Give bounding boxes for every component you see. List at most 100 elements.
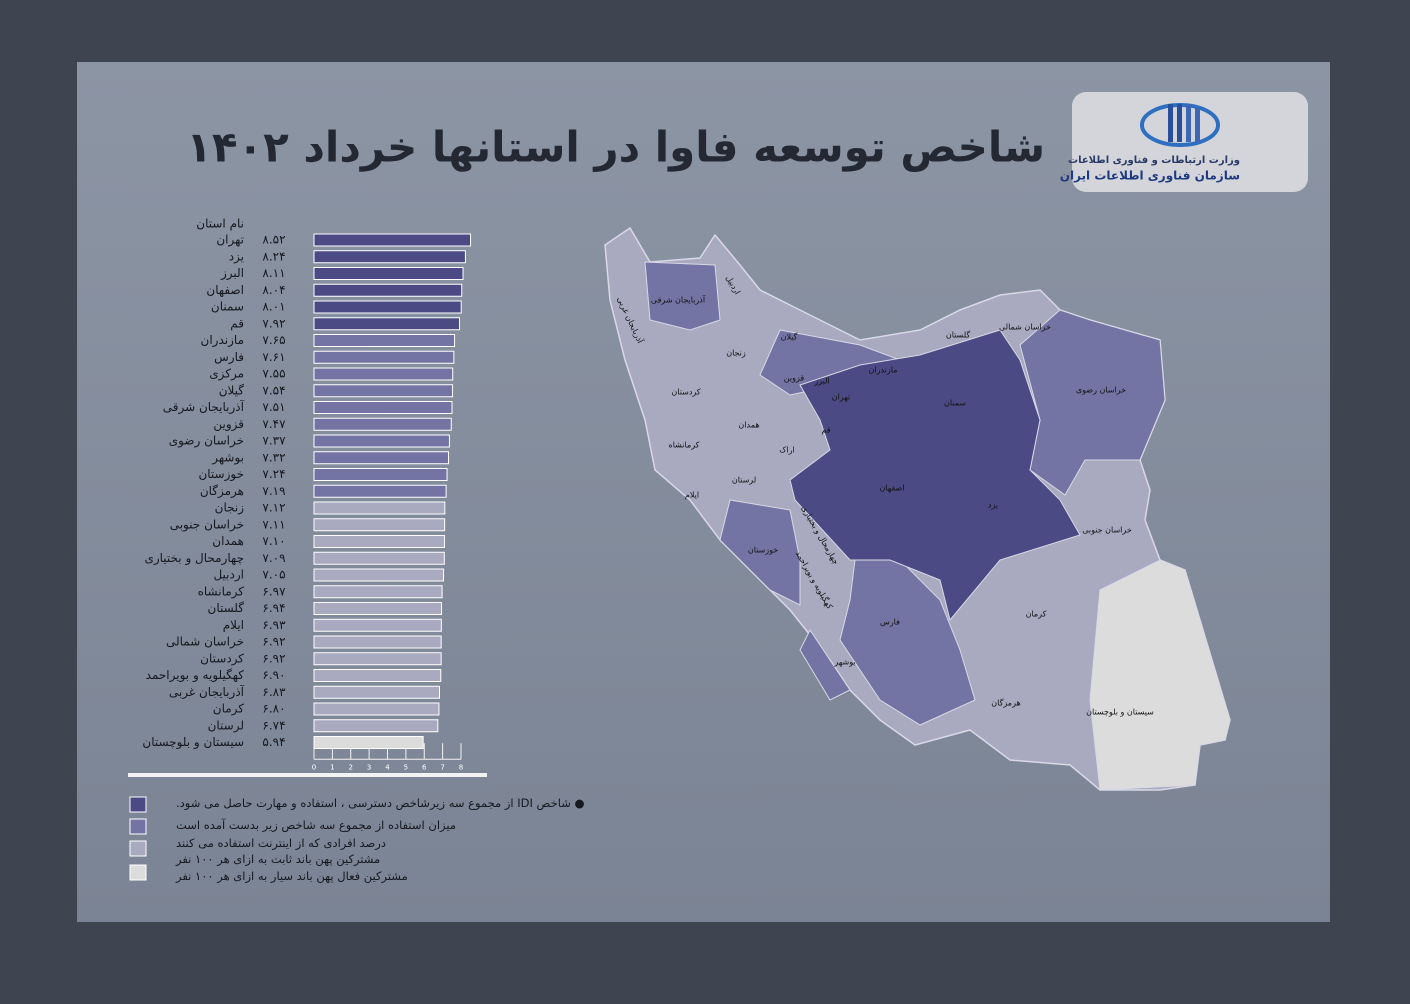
value-label: ۷.۰۹ [262, 551, 285, 565]
map-label: هرمزگان [991, 698, 1020, 708]
map-label: آذربایجان شرقی [651, 295, 706, 305]
legend-note: درصد افرادی که از اینترنت استفاده می کنن… [176, 836, 386, 850]
category-label: آذربایجان شرقی [163, 399, 245, 415]
value-label: ۸.۰۴ [262, 283, 285, 297]
province [1089, 559, 1231, 791]
map-label: خوزستان [748, 546, 778, 555]
province [839, 559, 976, 726]
map-label: کرمانشاه [669, 441, 700, 450]
legend-note: مشترکین پهن باند ثابت به ازای هر ۱۰۰ نفر [176, 852, 381, 866]
category-label: سمنان [211, 300, 244, 314]
bar [313, 652, 442, 666]
value-label: ۸.۱۱ [262, 266, 285, 280]
category-label: ایلام [223, 618, 244, 632]
value-label: ۶.۹۲ [262, 635, 285, 649]
bar [313, 535, 445, 548]
map-label: همدان [738, 421, 759, 430]
category-label: گیلان [219, 383, 245, 397]
legend-swatch [129, 840, 147, 857]
category-label: خوزستان [198, 467, 244, 482]
bar [313, 719, 439, 733]
value-label: ۶.۹۳ [262, 618, 286, 632]
province [719, 499, 801, 606]
category-label: آذربایجان غربی [169, 684, 245, 700]
value-label: ۷.۰۵ [262, 568, 285, 582]
legend-swatch [129, 864, 147, 881]
map-label: فارس [880, 618, 900, 627]
category-label: بوشهر [211, 450, 244, 465]
value-label: ۷.۹۲ [262, 316, 285, 330]
map-label: اصفهان [879, 484, 904, 493]
value-label: ۷.۱۰ [262, 534, 285, 548]
bar [313, 267, 464, 280]
value-label: ۷.۵۵ [262, 367, 285, 381]
category-label: کهگیلویه و بویراحمد [146, 668, 245, 683]
category-label: اصفهان [206, 283, 244, 297]
category-label: کرمانشاه [198, 584, 245, 599]
bar [313, 685, 441, 699]
value-label: ۸.۰۱ [262, 300, 285, 314]
legend-note: مشترکین فعال پهن باند سیار به ازای هر ۱۰… [176, 869, 408, 883]
bar [313, 417, 452, 431]
bar [313, 384, 454, 398]
x-tick-label: 6 [422, 763, 427, 771]
bar [313, 501, 446, 515]
x-tick-label: 3 [367, 763, 371, 771]
value-label: ۷.۴۷ [262, 417, 286, 431]
bar [313, 585, 443, 599]
category-label: کرمان [213, 702, 245, 717]
bar [313, 702, 440, 716]
value-label: ۶.۹۲ [262, 651, 285, 665]
value-label: ۷.۱۱ [262, 517, 285, 531]
category-label: کردستان [200, 651, 244, 666]
legend-note: میزان استفاده از مجموع سه شاخص زیر بدست … [176, 818, 457, 832]
category-header: نام استان [196, 217, 244, 231]
bar [313, 736, 424, 749]
category-label: هرمزگان [200, 484, 244, 499]
value-label: ۷.۶۵ [262, 333, 285, 347]
category-label: البرز [220, 266, 244, 281]
value-label: ۷.۵۴ [262, 383, 285, 397]
category-label: قزوین [213, 417, 244, 432]
x-tick-label: 7 [440, 763, 444, 771]
logo-line2: سازمان فناوری اطلاعات ایران [1060, 169, 1240, 184]
category-label: قم [230, 316, 244, 330]
legend-swatch [129, 796, 147, 813]
map-label: زنجان [726, 349, 746, 358]
logo-icon [1140, 103, 1220, 147]
value-label: ۶.۹۴ [262, 601, 285, 615]
bar [313, 568, 445, 582]
value-label: ۷.۶۱ [262, 350, 285, 364]
map-label: لرستان [732, 476, 756, 485]
province [644, 261, 721, 331]
category-label: خراسان شمالی [166, 635, 244, 650]
map-label: سمنان [944, 399, 966, 408]
province [799, 629, 851, 701]
category-label: اردبیل [213, 568, 244, 583]
bar [313, 434, 450, 448]
value-label: ۷.۱۹ [262, 484, 285, 498]
category-label: چهارمحال و بختیاری [144, 551, 244, 566]
value-label: ۷.۱۲ [262, 501, 285, 515]
bar [313, 468, 448, 481]
map-label: بوشهر [833, 658, 855, 667]
value-label: ۷.۲۴ [262, 467, 285, 481]
map-label: البرز [813, 377, 829, 386]
province [789, 329, 1081, 622]
bar [313, 551, 445, 565]
x-tick-label: 4 [385, 763, 390, 771]
map-label: خراسان شمالی [999, 323, 1051, 332]
value-label: ۶.۷۴ [262, 718, 285, 732]
legend-note: ● شاخص IDI از مجموع سه زیرشاخص دسترسی ، … [176, 796, 585, 810]
value-label: ۸.۲۴ [262, 249, 285, 263]
bar [313, 484, 447, 498]
x-tick-label: 5 [404, 763, 408, 771]
x-tick-label: 2 [349, 763, 353, 771]
map-label: قم [821, 426, 830, 435]
bar [313, 300, 462, 314]
map-label: سیستان و بلوچستان [1086, 708, 1154, 717]
bar [313, 451, 450, 465]
